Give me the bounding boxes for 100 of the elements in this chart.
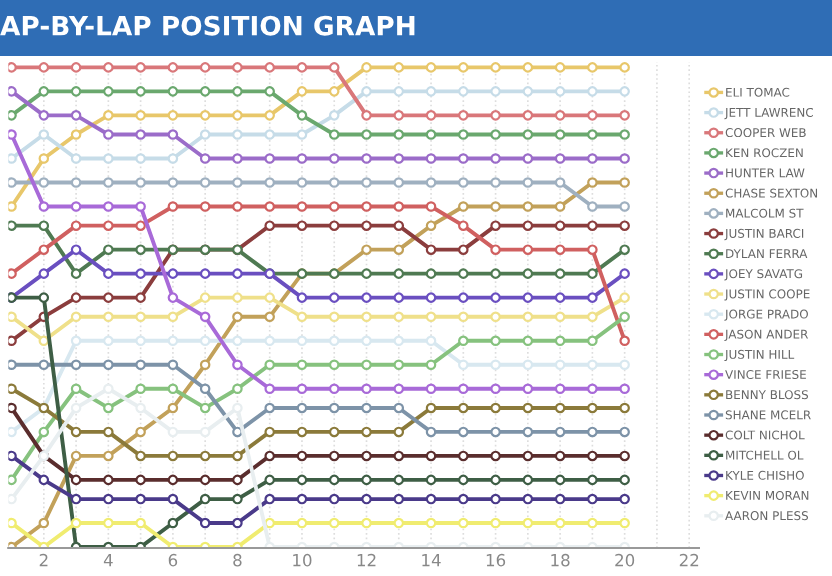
point <box>425 474 437 486</box>
point <box>232 450 243 462</box>
point <box>328 86 340 97</box>
point <box>361 450 372 462</box>
point <box>8 177 17 188</box>
point <box>458 201 469 212</box>
point <box>328 177 340 188</box>
point <box>167 86 179 97</box>
point <box>554 244 566 255</box>
point <box>70 426 82 438</box>
point <box>167 383 179 395</box>
point <box>393 201 405 212</box>
point <box>38 177 50 188</box>
point <box>361 359 372 371</box>
point <box>70 201 82 212</box>
point <box>264 110 275 121</box>
point <box>328 201 340 212</box>
point <box>199 62 211 73</box>
point <box>296 292 308 303</box>
point <box>361 220 372 231</box>
point <box>425 110 437 121</box>
point <box>458 517 469 529</box>
point <box>296 450 308 462</box>
point <box>167 177 179 188</box>
point <box>522 201 534 212</box>
point <box>619 268 630 279</box>
point <box>490 110 501 121</box>
point <box>167 474 179 486</box>
point <box>103 62 114 73</box>
point <box>361 474 372 486</box>
point <box>296 517 308 529</box>
point <box>522 311 534 323</box>
point <box>554 177 566 188</box>
point <box>167 335 179 347</box>
point <box>296 129 308 140</box>
point <box>199 493 211 505</box>
point <box>135 177 146 188</box>
point <box>619 129 630 140</box>
point <box>522 359 534 371</box>
point <box>70 220 82 231</box>
point <box>103 268 114 279</box>
point <box>361 86 372 97</box>
point <box>232 493 243 505</box>
point <box>393 450 405 462</box>
point <box>587 62 598 73</box>
point <box>264 517 275 529</box>
point <box>264 201 275 212</box>
point <box>619 474 630 486</box>
point <box>522 335 534 347</box>
point <box>587 268 598 279</box>
point <box>554 311 566 323</box>
point <box>70 268 82 279</box>
point <box>232 335 243 347</box>
point <box>70 292 82 303</box>
point <box>619 311 630 323</box>
point <box>328 450 340 462</box>
point <box>232 86 243 97</box>
point <box>458 62 469 73</box>
point <box>264 220 275 231</box>
point <box>103 292 114 303</box>
point <box>264 383 275 395</box>
point <box>490 335 501 347</box>
point <box>70 86 82 97</box>
point <box>587 201 598 212</box>
point <box>522 129 534 140</box>
point <box>458 292 469 303</box>
point <box>296 402 308 414</box>
point <box>458 493 469 505</box>
point <box>361 493 372 505</box>
point <box>425 493 437 505</box>
point <box>458 268 469 279</box>
point <box>328 517 340 529</box>
x-tick-label: 20 <box>615 553 635 567</box>
point <box>393 244 405 255</box>
point <box>135 335 146 347</box>
point <box>587 426 598 438</box>
point <box>135 292 146 303</box>
point <box>135 450 146 462</box>
point <box>264 62 275 73</box>
point <box>393 153 405 164</box>
point <box>458 426 469 438</box>
point <box>425 220 437 231</box>
point <box>70 450 82 462</box>
point <box>135 153 146 164</box>
point <box>70 311 82 323</box>
point <box>103 177 114 188</box>
x-tick-label: 16 <box>486 553 506 567</box>
point <box>328 383 340 395</box>
point <box>8 450 17 462</box>
point <box>425 292 437 303</box>
x-tick-label: 22 <box>679 553 699 567</box>
point <box>103 426 114 438</box>
point <box>135 62 146 73</box>
point <box>8 129 17 140</box>
point <box>232 474 243 486</box>
point <box>522 517 534 529</box>
point <box>199 292 211 303</box>
point <box>619 517 630 529</box>
point <box>393 383 405 395</box>
point <box>393 426 405 438</box>
